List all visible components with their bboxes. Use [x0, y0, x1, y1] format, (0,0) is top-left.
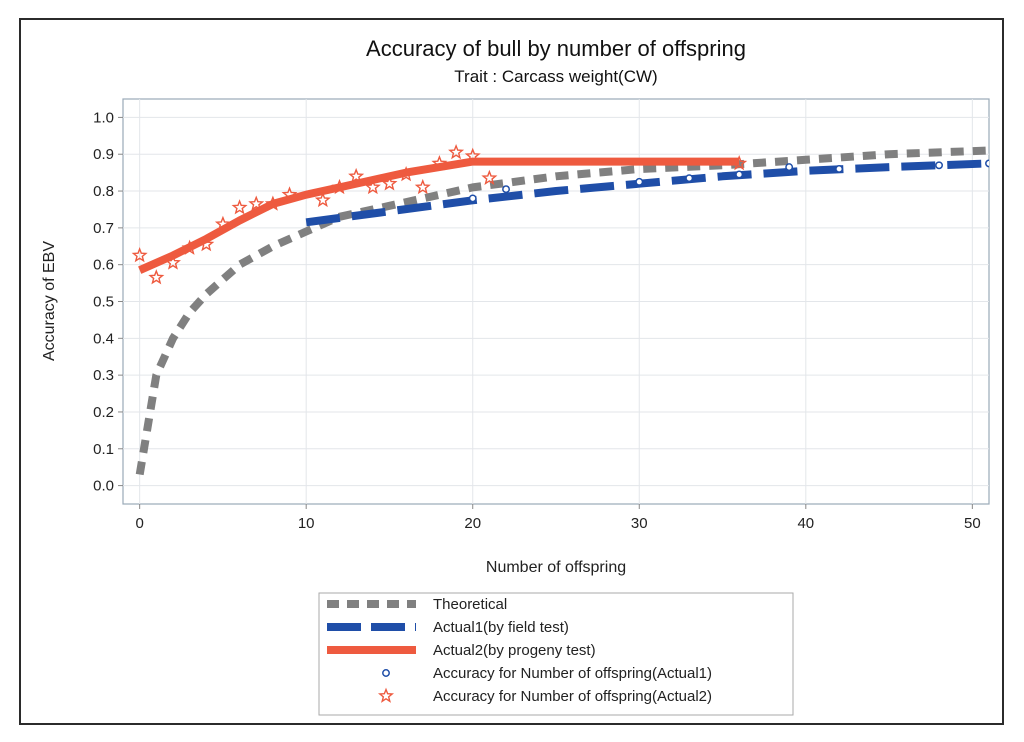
tick-labels: 0.0 0.1 0.2 0.3 0.4 0.5 0.6 0.7 0.8 0.9 1.0 0 10 20 30… [93, 109, 981, 532]
y-tick-label: 0.2 [93, 404, 114, 421]
actual2-point [164, 254, 181, 270]
actual1-point [635, 177, 644, 186]
y-axis-label: Accuracy of EBV [41, 241, 58, 361]
actual2-point [481, 169, 498, 185]
y-tick-label: 0.5 [93, 294, 114, 311]
chart-frame: Accuracy of bull by number of offspring … [19, 18, 1004, 725]
actual2-point [464, 147, 481, 163]
legend-label-4: Accuracy for Number of offspring(Actual2… [433, 688, 712, 705]
x-tick-label: 0 [135, 515, 143, 532]
actual1-point [502, 185, 510, 194]
actual2-point [131, 247, 148, 263]
actual1-point [785, 163, 794, 172]
series-line-2 [138, 157, 740, 274]
chart-title: Accuracy of bull by number of offspring [366, 36, 746, 61]
actual1-point [985, 159, 989, 168]
actual2-point [348, 167, 365, 184]
y-tick-label: 0.9 [93, 146, 114, 163]
actual2-point [414, 178, 431, 195]
legend-swatch-4 [377, 687, 395, 703]
x-axis-label: Number of offspring [486, 559, 626, 576]
actual1-point [835, 165, 844, 173]
y-tick-label: 0.3 [93, 367, 114, 384]
y-tick-label: 0.7 [93, 220, 114, 237]
actual2-point [264, 195, 281, 211]
actual2-point [281, 186, 298, 202]
legend-swatch-3 [382, 669, 390, 677]
legend-label-0: Theoretical [433, 596, 507, 613]
y-tick-label: 0.1 [93, 441, 114, 458]
chart-subtitle: Trait : Carcass weight(CW) [454, 67, 657, 86]
x-tick-label: 40 [797, 515, 814, 532]
actual1-point [935, 161, 943, 170]
actual2-point [248, 195, 265, 211]
actual2-point [198, 235, 215, 252]
legend: Theoretical Actual1(by field test) Actual2… [327, 596, 712, 705]
actual2-point [214, 215, 231, 232]
actual1-point [685, 174, 694, 183]
legend-label-1: Actual1(by field test) [433, 619, 569, 636]
y-tick-label: 0.8 [93, 183, 114, 200]
series-group [131, 143, 989, 476]
x-tick-label: 50 [964, 515, 981, 532]
actual2-point [364, 178, 381, 195]
actual2-point [448, 143, 465, 160]
legend-label-3: Accuracy for Number of offspring(Actual1… [433, 665, 712, 682]
y-tick-label: 1.0 [93, 109, 114, 126]
actual2-point [381, 175, 398, 191]
chart: Accuracy of bull by number of offspring … [41, 36, 990, 716]
actual2-point [148, 269, 165, 285]
y-tick-label: 0.0 [93, 478, 114, 495]
legend-label-2: Actual2(by progeny test) [433, 642, 596, 659]
actual2-point [731, 154, 748, 171]
plot-clip-group [131, 143, 989, 476]
actual1-point [468, 194, 477, 203]
actual2-point [314, 191, 331, 208]
y-tick-label: 0.6 [93, 257, 114, 274]
actual1-point [735, 170, 744, 179]
actual2-point [181, 239, 198, 255]
actual2-point [398, 166, 415, 182]
x-tick-label: 20 [464, 515, 481, 532]
x-tick-label: 10 [298, 515, 315, 532]
x-tick-label: 30 [631, 515, 648, 532]
actual2-point [331, 178, 348, 195]
y-tick-label: 0.4 [93, 330, 114, 347]
actual2-point [431, 154, 448, 171]
actual2-point [231, 199, 248, 215]
